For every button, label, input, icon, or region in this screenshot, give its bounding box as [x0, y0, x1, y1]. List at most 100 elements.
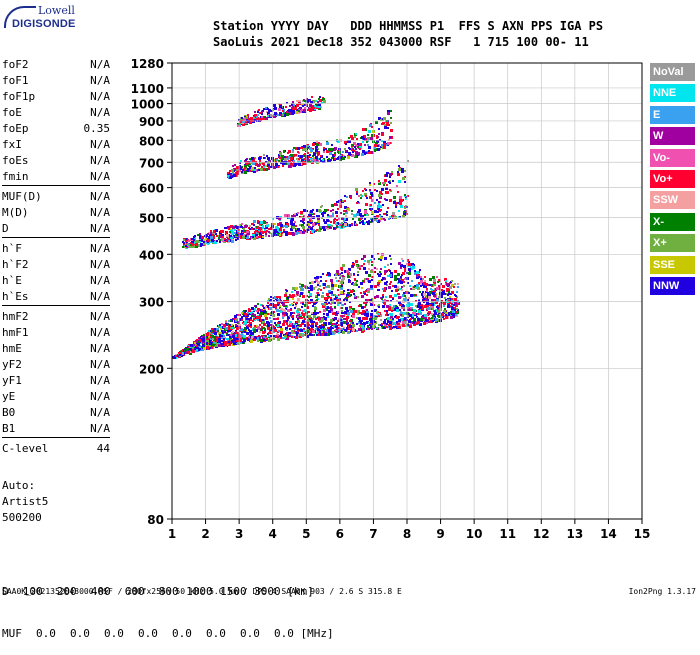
echo-point	[315, 318, 317, 320]
echo-point	[451, 291, 453, 293]
echo-point	[369, 208, 371, 210]
distance-value: 1000	[186, 585, 213, 598]
muf-label: MUF	[2, 627, 22, 640]
echo-point	[306, 158, 309, 161]
echo-point	[297, 330, 299, 332]
echo-point	[284, 337, 286, 339]
logo-arc-icon	[4, 6, 36, 28]
echo-point	[402, 215, 405, 218]
echo-point	[340, 267, 343, 270]
echo-point	[183, 242, 185, 244]
echo-point	[240, 340, 242, 342]
echo-point	[302, 231, 305, 234]
echo-point	[332, 215, 334, 217]
param-row: M(D) N/A	[2, 204, 112, 220]
echo-point	[410, 294, 413, 297]
echo-point	[404, 181, 406, 183]
echo-point	[395, 206, 397, 208]
echo-point	[295, 213, 298, 216]
echo-point	[236, 340, 238, 342]
echo-point	[299, 335, 302, 338]
echo-point	[334, 306, 336, 308]
echo-point	[227, 175, 229, 177]
echo-point	[404, 268, 406, 270]
ionogram-chart: 1 2 3 4 5 6 7 8 9 10 11 12 13 14 158020030040050060070…	[131, 57, 651, 541]
x-tick-label: 1	[168, 527, 176, 541]
echo-point	[449, 296, 451, 298]
echo-point	[244, 313, 247, 316]
echo-point	[394, 322, 397, 325]
echo-point	[329, 226, 332, 229]
echo-point	[355, 133, 357, 135]
echo-point	[219, 241, 221, 243]
echo-point	[418, 310, 421, 313]
echo-point	[348, 152, 351, 155]
echo-point	[453, 286, 455, 288]
echo-point	[236, 166, 239, 169]
echo-point	[274, 322, 276, 324]
echo-point	[444, 278, 447, 281]
echo-point	[320, 206, 322, 208]
echo-point	[274, 107, 277, 110]
echo-point	[273, 338, 275, 340]
echo-point	[230, 237, 232, 239]
param-row: C-level 44	[2, 440, 112, 456]
echo-point	[263, 116, 265, 118]
echo-point	[376, 268, 378, 270]
echo-point	[220, 335, 223, 338]
echo-point	[325, 306, 327, 308]
echo-point	[236, 171, 239, 174]
echo-point	[431, 307, 434, 310]
echo-point	[252, 162, 255, 165]
param-row: yF2 N/A	[2, 356, 112, 372]
echo-point	[304, 162, 307, 165]
echo-point	[300, 211, 303, 214]
echo-point	[242, 169, 244, 171]
echo-point	[213, 342, 215, 344]
echo-point	[373, 130, 375, 132]
param-row: h`Es N/A	[2, 288, 112, 304]
param-separator	[2, 305, 110, 306]
echo-point	[266, 338, 268, 340]
param-key: yF1	[2, 374, 22, 387]
echo-point	[288, 332, 290, 334]
echo-point	[379, 215, 381, 217]
echo-point	[289, 328, 291, 330]
echo-point	[383, 289, 386, 292]
param-value: N/A	[90, 242, 110, 255]
echo-point	[389, 327, 392, 330]
echo-point	[279, 335, 281, 337]
distance-value: 600	[124, 585, 145, 598]
echo-point	[243, 335, 246, 338]
echo-point	[306, 98, 308, 100]
echo-point	[327, 224, 330, 227]
echo-point	[374, 144, 377, 147]
echo-point	[315, 302, 317, 304]
echo-point	[366, 311, 369, 314]
echo-point	[369, 196, 372, 199]
echo-point	[326, 219, 329, 222]
echo-point	[419, 323, 422, 326]
echo-point	[376, 140, 379, 143]
echo-point	[405, 291, 408, 294]
echo-point	[273, 318, 275, 320]
muf-value: 0.0	[104, 627, 124, 640]
echo-point	[322, 226, 325, 229]
echo-point	[291, 215, 294, 218]
echo-point	[381, 279, 383, 281]
echo-point	[301, 288, 304, 291]
echo-point	[386, 312, 388, 314]
echo-point	[219, 235, 222, 238]
echo-point	[244, 167, 246, 169]
echo-point	[306, 335, 309, 338]
echo-point	[310, 320, 313, 323]
echo-point	[343, 213, 345, 215]
echo-point	[292, 318, 294, 320]
echo-point	[404, 194, 406, 196]
echo-point	[321, 331, 323, 333]
echo-point	[239, 335, 242, 338]
echo-point	[236, 332, 239, 335]
echo-point	[311, 108, 313, 110]
echo-point	[240, 328, 243, 331]
echo-point	[187, 243, 189, 245]
